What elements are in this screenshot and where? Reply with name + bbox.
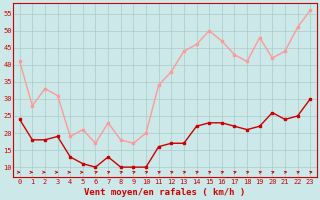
X-axis label: Vent moyen/en rafales ( km/h ): Vent moyen/en rafales ( km/h ) [84, 188, 245, 197]
